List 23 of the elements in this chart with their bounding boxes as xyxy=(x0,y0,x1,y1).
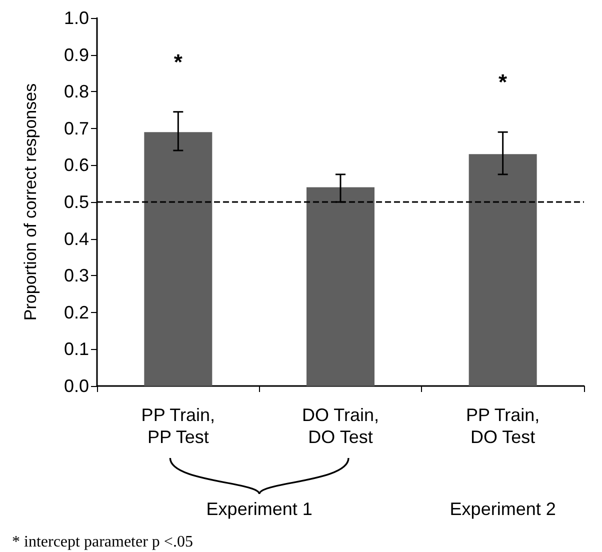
y-tick-label: 0.8 xyxy=(64,82,89,102)
annotation: * xyxy=(498,70,508,95)
text: Experiment 1 xyxy=(206,499,312,519)
y-tick-label: 1.0 xyxy=(64,8,89,28)
y-tick-label: 0.3 xyxy=(64,266,89,286)
y-tick-label: 0.9 xyxy=(64,44,89,65)
y-tick-label: 0.5 xyxy=(64,192,89,212)
y-tick-label: 0.4 xyxy=(64,228,89,249)
x-tick-label: DO Train, DO Test xyxy=(302,405,380,447)
x-tick-label: PP Train, PP Test xyxy=(141,405,216,447)
bar xyxy=(144,132,212,386)
bar xyxy=(468,154,537,386)
text: * intercept parameter p <.05 xyxy=(12,534,193,550)
y-tick-label: 0.7 xyxy=(64,118,89,138)
y-tick-label: 0.2 xyxy=(64,302,89,322)
y-tick-label: 0.1 xyxy=(64,339,89,360)
annotation: * xyxy=(174,49,183,74)
y-tick-label: 0.6 xyxy=(64,155,89,176)
y-axis-title: Proportion of correct responses xyxy=(21,83,40,321)
text: Experiment 2 xyxy=(450,499,556,519)
x-tick-label: PP Train, DO Test xyxy=(466,405,540,447)
y-tick-label: 0.0 xyxy=(64,376,89,396)
bar xyxy=(306,187,374,386)
